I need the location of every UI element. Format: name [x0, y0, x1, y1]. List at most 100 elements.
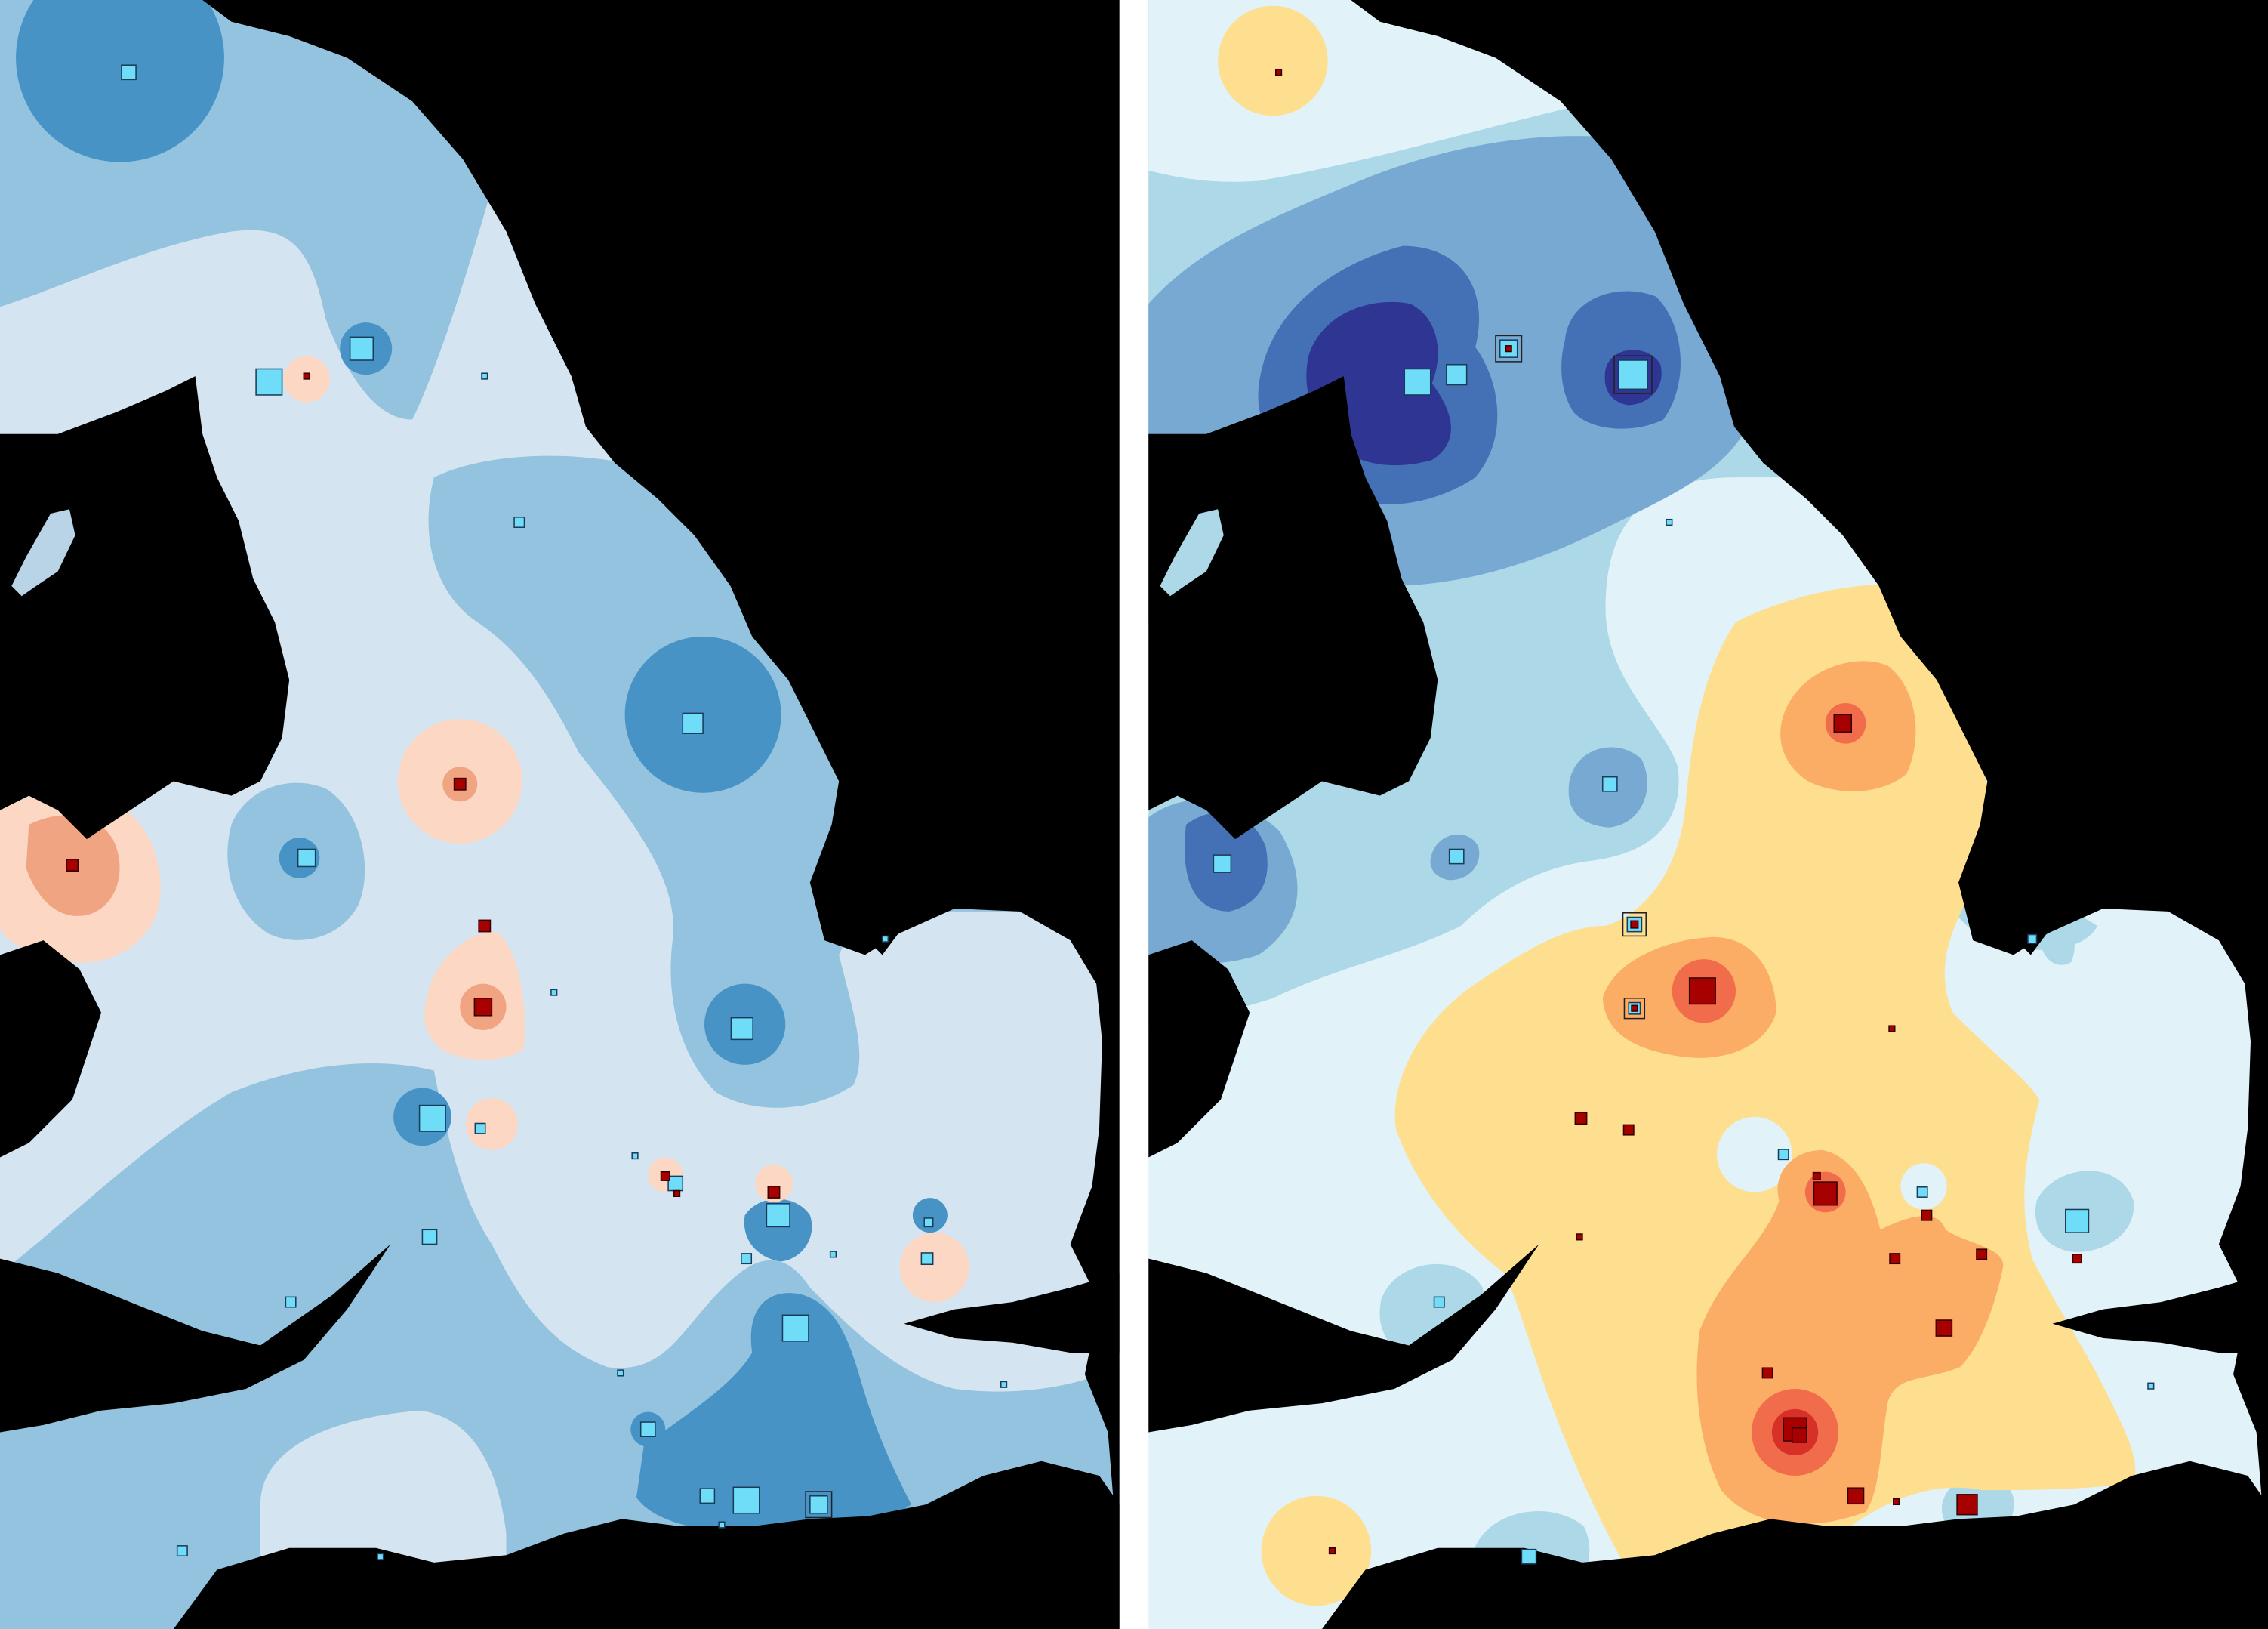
right-marker-layer — [1213, 69, 2155, 1565]
right-severn — [1148, 1244, 1539, 1433]
left-square-blue-1 — [349, 336, 374, 361]
left-square-blue-10 — [474, 1122, 486, 1134]
left-peak-blue-south — [636, 1293, 911, 1532]
right-square-blue-5 — [1601, 776, 1618, 792]
left-square-red-5 — [673, 1189, 681, 1197]
map-panel-right — [1148, 0, 2268, 1629]
left-square-blue-0 — [121, 64, 137, 81]
left-square-blue-22 — [1000, 1381, 1008, 1388]
left-square-blue-6 — [297, 848, 316, 868]
right-band-cream-sw — [1261, 1495, 1372, 1606]
left-square-red-3 — [473, 998, 493, 1017]
left-square-blue-25 — [732, 1486, 760, 1514]
left-square-blue-9 — [418, 1104, 446, 1132]
left-square-blue-13 — [766, 1203, 790, 1228]
right-square-red-7 — [1813, 1181, 1838, 1206]
left-square-blue-8 — [730, 1017, 753, 1041]
left-peak-blue-0 — [16, 0, 224, 162]
left-square-blue-16 — [923, 1217, 934, 1228]
right-square-red-13 — [1935, 1319, 1953, 1337]
left-irish-sea — [0, 376, 290, 840]
right-square-blue-15 — [1521, 1548, 1537, 1565]
right-square-red-23 — [1631, 1004, 1638, 1012]
left-sea-east — [202, 0, 1120, 1629]
right-island-pale-1 — [1900, 1163, 1947, 1210]
right-square-red-19 — [1956, 1494, 1978, 1516]
right-square-red-21 — [1630, 920, 1639, 929]
left-square-blue-2 — [255, 368, 283, 396]
right-square-red-1 — [1833, 714, 1853, 733]
left-square-blue-15 — [741, 1253, 753, 1265]
left-anomaly-peach-2 — [465, 1097, 518, 1150]
left-square-red-0 — [303, 372, 310, 380]
right-square-blue-4 — [1666, 518, 1673, 526]
right-square-red-5 — [1622, 1124, 1635, 1136]
left-square-blue-29 — [377, 1553, 384, 1560]
left-anomaly-peach-5 — [899, 1233, 969, 1303]
left-channel — [173, 1461, 1120, 1629]
right-square-red-6 — [1576, 1233, 1583, 1241]
right-square-blue-12 — [2065, 1208, 2090, 1233]
left-square-blue-12 — [667, 1175, 684, 1192]
left-peak-blue-6 — [912, 1198, 948, 1233]
left-square-blue-24 — [699, 1488, 716, 1504]
left-square-blue-30 — [881, 935, 889, 943]
left-square-red-4 — [660, 1171, 670, 1181]
left-wash — [809, 882, 904, 955]
left-square-blue-20 — [617, 1369, 624, 1377]
right-square-red-11 — [1976, 1248, 1988, 1260]
right-band-cream-north — [1218, 5, 1328, 116]
right-square-red-3 — [1888, 1025, 1896, 1032]
right-square-red-22 — [1505, 345, 1512, 353]
left-square-red-1 — [453, 777, 467, 791]
right-square-blue-outline-8 — [1622, 912, 1647, 937]
left-square-blue-27 — [718, 1521, 726, 1529]
left-square-blue-17 — [920, 1252, 934, 1266]
right-square-red-4 — [1574, 1112, 1588, 1125]
left-square-blue-23 — [639, 1421, 656, 1437]
right-square-red-0 — [1274, 69, 1283, 76]
left-square-blue-14 — [829, 1251, 837, 1258]
right-irish-sea — [1148, 376, 1438, 840]
right-square-blue-6 — [1213, 854, 1232, 873]
left-square-blue-7 — [550, 989, 558, 996]
right-thames — [2052, 1273, 2268, 1353]
right-square-red-16 — [1791, 1427, 1807, 1443]
right-square-blue-13 — [2027, 933, 2038, 944]
left-square-blue-21 — [781, 1314, 809, 1342]
right-square-red-8 — [1812, 1171, 1821, 1180]
left-square-blue-11 — [631, 1152, 639, 1160]
right-channel — [1322, 1461, 2268, 1629]
right-sea-east — [1351, 0, 2268, 1629]
left-square-red-7 — [66, 859, 79, 872]
right-square-blue-3 — [1618, 359, 1648, 390]
left-thames — [904, 1273, 1120, 1353]
right-square-blue-outline-3 — [1613, 355, 1653, 394]
right-landmass — [1148, 0, 2268, 1629]
left-square-blue-3 — [481, 372, 488, 380]
left-bristol-channel — [0, 940, 102, 1158]
right-island-pale-0 — [1717, 1116, 1792, 1192]
right-square-red-10 — [1889, 1253, 1901, 1265]
right-square-blue-11 — [1916, 1186, 1928, 1198]
panel-divider — [1119, 0, 1149, 1629]
right-square-blue-1 — [1446, 363, 1468, 386]
right-square-blue-0 — [1404, 368, 1431, 396]
right-square-blue-14 — [1433, 1296, 1445, 1308]
right-square-blue-10 — [1777, 1149, 1789, 1161]
left-severn — [0, 1244, 391, 1433]
map-panel-left — [0, 0, 1120, 1629]
left-square-red-6 — [767, 1186, 781, 1199]
left-landmass — [0, 0, 1120, 1629]
left-isle-of-man — [11, 509, 75, 597]
right-square-red-9 — [1921, 1209, 1933, 1221]
right-square-red-20 — [1328, 1547, 1336, 1555]
left-square-blue-26 — [809, 1495, 828, 1514]
right-square-red-17 — [1847, 1487, 1865, 1505]
right-square-red-12 — [2072, 1254, 2082, 1264]
right-bristol-channel — [1148, 940, 1250, 1158]
right-square-red-2 — [1688, 977, 1716, 1005]
left-square-blue-19 — [285, 1296, 297, 1308]
left-square-blue-18 — [421, 1229, 438, 1245]
